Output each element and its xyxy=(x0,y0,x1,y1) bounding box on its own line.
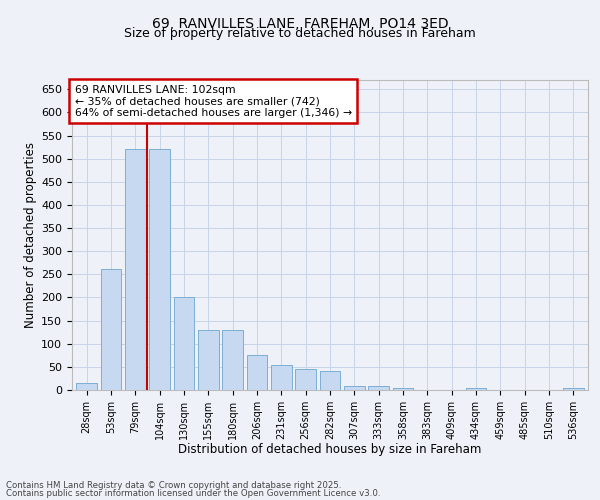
Bar xyxy=(101,269,121,390)
Bar xyxy=(271,364,292,390)
Text: Contains HM Land Registry data © Crown copyright and database right 2025.: Contains HM Land Registry data © Crown c… xyxy=(6,480,341,490)
Text: Contains public sector information licensed under the Open Government Licence v3: Contains public sector information licen… xyxy=(6,489,380,498)
Bar xyxy=(125,150,146,390)
Bar xyxy=(76,383,97,390)
Bar xyxy=(344,386,365,390)
Y-axis label: Number of detached properties: Number of detached properties xyxy=(24,142,37,328)
Bar xyxy=(149,150,170,390)
Bar xyxy=(198,330,218,390)
Bar xyxy=(392,388,413,390)
Bar xyxy=(563,388,584,390)
Bar xyxy=(222,330,243,390)
Bar xyxy=(295,369,316,390)
Text: Size of property relative to detached houses in Fareham: Size of property relative to detached ho… xyxy=(124,28,476,40)
Text: 69, RANVILLES LANE, FAREHAM, PO14 3ED: 69, RANVILLES LANE, FAREHAM, PO14 3ED xyxy=(152,18,448,32)
Bar xyxy=(368,386,389,390)
Text: 69 RANVILLES LANE: 102sqm
← 35% of detached houses are smaller (742)
64% of semi: 69 RANVILLES LANE: 102sqm ← 35% of detac… xyxy=(74,84,352,118)
Bar xyxy=(320,372,340,390)
Bar xyxy=(466,388,487,390)
X-axis label: Distribution of detached houses by size in Fareham: Distribution of detached houses by size … xyxy=(178,444,482,456)
Bar xyxy=(173,298,194,390)
Bar xyxy=(247,356,268,390)
